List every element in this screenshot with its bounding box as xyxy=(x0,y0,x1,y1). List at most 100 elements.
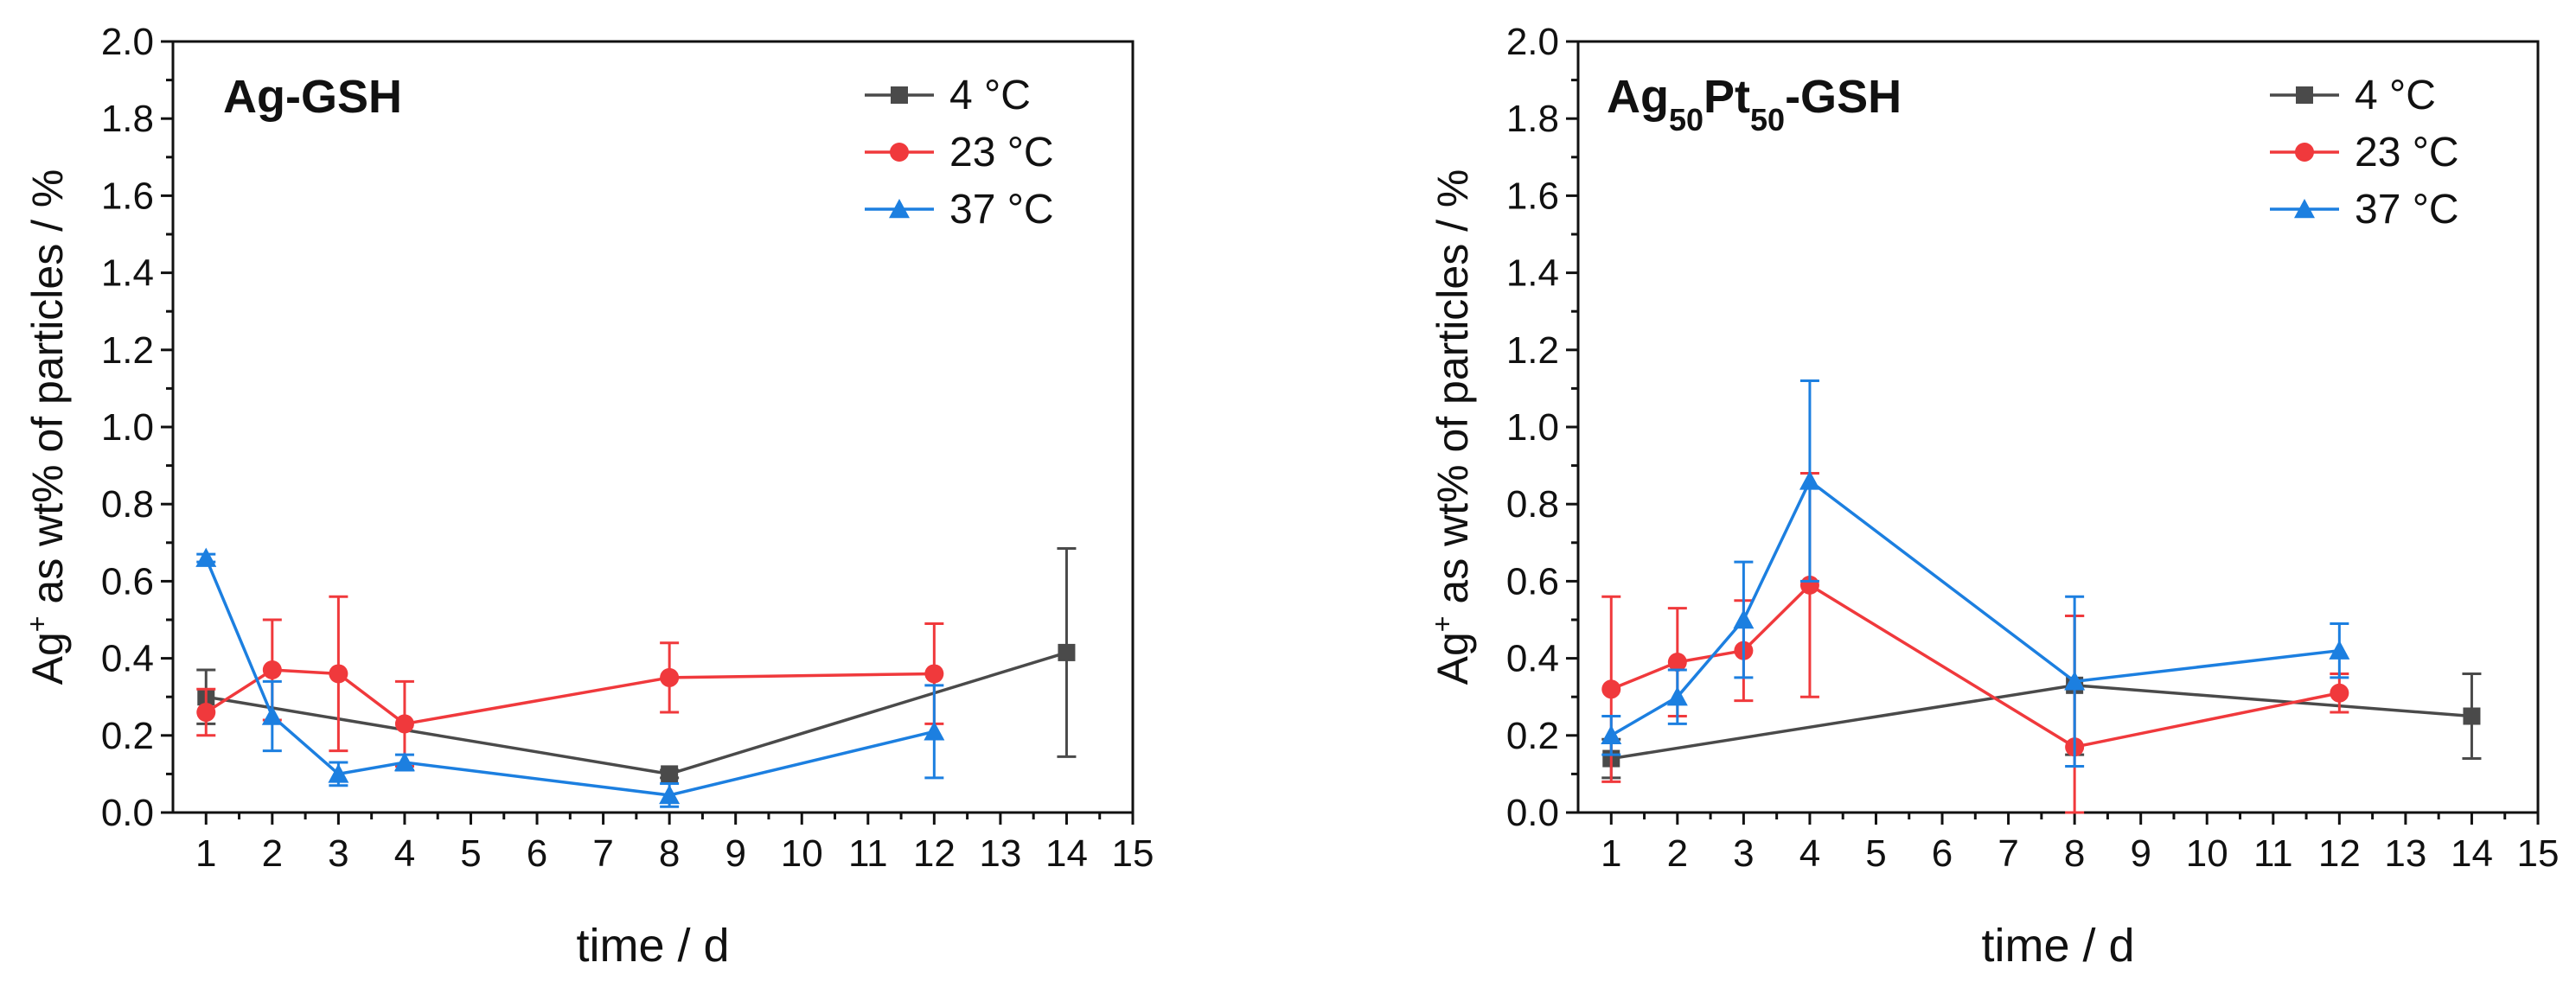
y-tick-label: 0.4 xyxy=(101,638,154,680)
y-tick-label: 0.0 xyxy=(1506,792,1559,834)
y-axis-label: Ag+ as wt% of particles / % xyxy=(1427,169,1477,685)
data-point xyxy=(659,784,681,805)
x-tick-label: 11 xyxy=(848,832,888,875)
data-point xyxy=(1601,724,1622,744)
data-point xyxy=(1666,686,1688,706)
series-1 xyxy=(1601,615,2482,780)
y-tick-label: 1.8 xyxy=(101,98,154,140)
x-tick-label: 7 xyxy=(1998,832,2018,875)
y-tick-label: 0.4 xyxy=(1506,638,1559,680)
data-point xyxy=(329,664,348,684)
x-tick-label: 15 xyxy=(1112,832,1154,875)
legend-marker xyxy=(891,86,908,104)
chart-panel-1: 0.00.20.40.60.81.01.21.41.61.82.01 2 3 4 5 6 7… xyxy=(22,21,1154,972)
y-tick-label: 2.0 xyxy=(1506,21,1559,63)
series-2 xyxy=(1601,472,2349,814)
x-tick-label: 6 xyxy=(527,832,547,875)
legend-label: 4 °C xyxy=(949,73,1031,118)
x-tick-label: 14 xyxy=(1045,832,1088,875)
data-point xyxy=(196,703,216,723)
data-point xyxy=(1667,653,1687,672)
legend-label: 23 °C xyxy=(949,130,1054,175)
panel-title: Ag-GSH xyxy=(223,71,402,123)
y-tick-label: 1.0 xyxy=(101,406,154,449)
y-axis-label: Ag+ as wt% of particles / % xyxy=(22,169,72,685)
data-point xyxy=(660,667,680,687)
legend-marker xyxy=(2295,143,2314,162)
x-tick-label: 10 xyxy=(781,832,823,875)
chart-panel-2: 0.00.20.40.60.81.01.21.41.61.82.01 2 3 4 5 6 7… xyxy=(1427,21,2559,972)
panel-title-part: -GSH xyxy=(1785,71,1902,123)
x-tick-label: 12 xyxy=(913,832,956,875)
x-tick-label: 8 xyxy=(659,832,680,875)
y-tick-label: 0.2 xyxy=(1506,715,1559,757)
y-tick-label: 0.8 xyxy=(1506,483,1559,526)
panel-title: Ag50Pt50-GSH xyxy=(1607,71,1902,137)
legend-marker xyxy=(889,199,910,219)
data-point xyxy=(2330,683,2349,703)
legend-label: 23 °C xyxy=(2355,130,2459,175)
x-tick-label: 13 xyxy=(979,832,1021,875)
legend-label: 37 °C xyxy=(949,187,1054,233)
y-tick-label: 1.6 xyxy=(1506,175,1559,217)
y-tick-label: 1.4 xyxy=(1506,252,1559,295)
y-axis-label-rest: as wt% of particles / % xyxy=(23,169,72,616)
y-tick-label: 1.4 xyxy=(101,252,154,295)
legend-marker xyxy=(890,143,909,162)
data-point xyxy=(2064,671,2086,691)
panel-title-subscript: 50 xyxy=(1750,102,1785,137)
x-tick-label: 11 xyxy=(2253,832,2293,875)
legend-label: 37 °C xyxy=(2355,187,2459,233)
series-1 xyxy=(196,546,1077,783)
x-tick-label: 14 xyxy=(2451,832,2493,875)
y-tick-label: 0.0 xyxy=(101,792,154,834)
y-tick-label: 1.0 xyxy=(1506,406,1559,449)
y-tick-label: 1.2 xyxy=(101,329,154,372)
x-tick-label: 9 xyxy=(2130,832,2151,875)
y-axis-label-ion: Ag xyxy=(23,632,72,685)
series-line xyxy=(1610,583,2340,749)
panel-title-part: Ag xyxy=(1607,71,1669,123)
data-point xyxy=(262,660,282,679)
legend: 4 °C 23 °C 37 °C xyxy=(2270,73,2459,233)
data-point xyxy=(1601,679,1621,699)
x-tick-label: 10 xyxy=(2186,832,2228,875)
series-line xyxy=(204,557,935,797)
panel-title-part: Ag-GSH xyxy=(223,71,402,123)
x-tick-label: 4 xyxy=(1799,832,1820,875)
x-tick-label: 1 xyxy=(195,832,216,875)
x-tick-label: 5 xyxy=(460,832,481,875)
y-tick-label: 0.8 xyxy=(101,483,154,526)
data-point xyxy=(394,714,414,734)
data-point xyxy=(2329,640,2350,660)
y-tick-label: 2.0 xyxy=(101,21,154,63)
x-tick-label: 4 xyxy=(394,832,415,875)
data-point xyxy=(261,705,283,725)
y-tick-label: 1.8 xyxy=(1506,98,1559,140)
x-tick-label: 1 xyxy=(1601,832,1621,875)
legend: 4 °C 23 °C 37 °C xyxy=(865,73,1054,233)
y-axis-label-rest: as wt% of particles / % xyxy=(1429,169,1477,616)
y-tick-label: 0.2 xyxy=(101,715,154,757)
x-tick-label: 15 xyxy=(2517,832,2560,875)
data-point xyxy=(1799,470,1820,490)
y-tick-label: 0.6 xyxy=(1506,560,1559,602)
x-tick-label: 9 xyxy=(725,832,745,875)
data-point xyxy=(661,765,679,783)
series-line xyxy=(1610,478,2340,737)
data-point xyxy=(924,664,944,684)
data-point xyxy=(1058,643,1076,661)
data-point xyxy=(393,752,415,772)
data-point xyxy=(1733,609,1755,629)
series-line xyxy=(205,668,935,726)
data-point xyxy=(195,547,217,567)
y-tick-label: 1.6 xyxy=(101,175,154,217)
data-point xyxy=(924,721,945,741)
y-axis-label-charge: + xyxy=(1427,616,1458,633)
x-tick-label: 6 xyxy=(1932,832,1953,875)
legend-marker xyxy=(2294,199,2315,219)
y-axis-label-ion: Ag xyxy=(1429,632,1477,685)
legend-marker xyxy=(2296,86,2313,104)
legend-label: 4 °C xyxy=(2355,73,2436,118)
